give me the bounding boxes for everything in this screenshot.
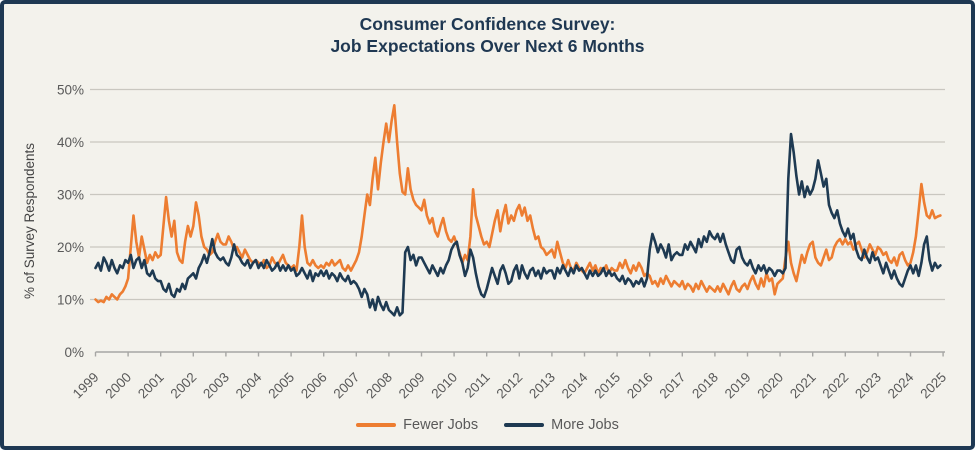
x-tick-label: 2011 (462, 370, 493, 401)
legend-swatch-fewer-jobs (356, 423, 397, 427)
x-tick-label: 2018 (689, 370, 721, 402)
legend-item-more-jobs: More Jobs (504, 417, 619, 433)
y-tick-label: 20% (57, 240, 84, 255)
series-line-fewer-jobs (94, 104, 942, 304)
x-tick-label: 2000 (102, 370, 134, 402)
legend-label-more-jobs: More Jobs (551, 417, 619, 433)
x-tick-label: 2014 (559, 369, 591, 401)
x-tick-label: 2003 (200, 370, 232, 402)
legend-label-fewer-jobs: Fewer Jobs (403, 417, 479, 433)
x-tick-label: 2020 (754, 370, 786, 402)
legend-swatch-more-jobs (504, 423, 545, 427)
y-tick-label: 10% (57, 292, 84, 307)
x-tick-label: 2001 (135, 370, 167, 402)
x-tick-label: 2022 (820, 370, 852, 402)
x-tick-label: 2010 (428, 370, 460, 402)
x-tick-label: 2025 (917, 370, 949, 402)
x-tick-label: 2013 (526, 370, 558, 402)
chart-legend: Fewer Jobs More Jobs (4, 417, 971, 433)
x-tick-label: 2002 (168, 370, 200, 402)
y-tick-label: 0% (64, 345, 84, 360)
x-tick-label: 2015 (591, 370, 623, 402)
x-tick-label: 2024 (885, 369, 917, 401)
y-tick-labels: 0% 10% 20% 30% 40% 50% (57, 82, 84, 360)
series-line-more-jobs (94, 132, 942, 317)
x-tick-label: 2008 (363, 370, 395, 402)
y-tick-label: 50% (57, 82, 84, 97)
x-tick-labels: 1999 2000 2001 2002 2003 2004 2005 2006 2007 2008… (70, 369, 949, 401)
x-tick-label: 2005 (265, 370, 297, 402)
chart-title: Consumer Confidence Survey: Job Expectat… (4, 13, 971, 58)
x-tick-label: 2004 (233, 369, 265, 401)
x-axis (94, 351, 945, 357)
chart-canvas: 0%10%20%30%40%50%1999 2000 2001 2002 2003 200… (22, 82, 949, 401)
x-tick-label: 2009 (396, 370, 428, 402)
x-tick-label: 1999 (70, 370, 102, 402)
chart-title-line2: Job Expectations Over Next 6 Months (330, 36, 645, 57)
chart-title-line1: Consumer Confidence Survey: (359, 14, 616, 34)
x-tick-label: 2006 (298, 370, 330, 402)
x-tick-label: 2019 (722, 370, 754, 402)
x-tick-label: 2017 (657, 370, 689, 402)
legend-item-fewer-jobs: Fewer Jobs (356, 417, 478, 433)
y-tick-label: 30% (57, 187, 84, 202)
y-axis-title: % of Survey Respondents (22, 143, 37, 299)
x-tick-label: 2016 (624, 370, 656, 402)
x-tick-label: 2007 (331, 370, 363, 402)
x-tick-label: 2023 (852, 370, 884, 402)
y-tick-label: 40% (57, 135, 84, 150)
x-tick-label: 2021 (787, 370, 819, 402)
x-tick-label: 2012 (494, 370, 526, 402)
